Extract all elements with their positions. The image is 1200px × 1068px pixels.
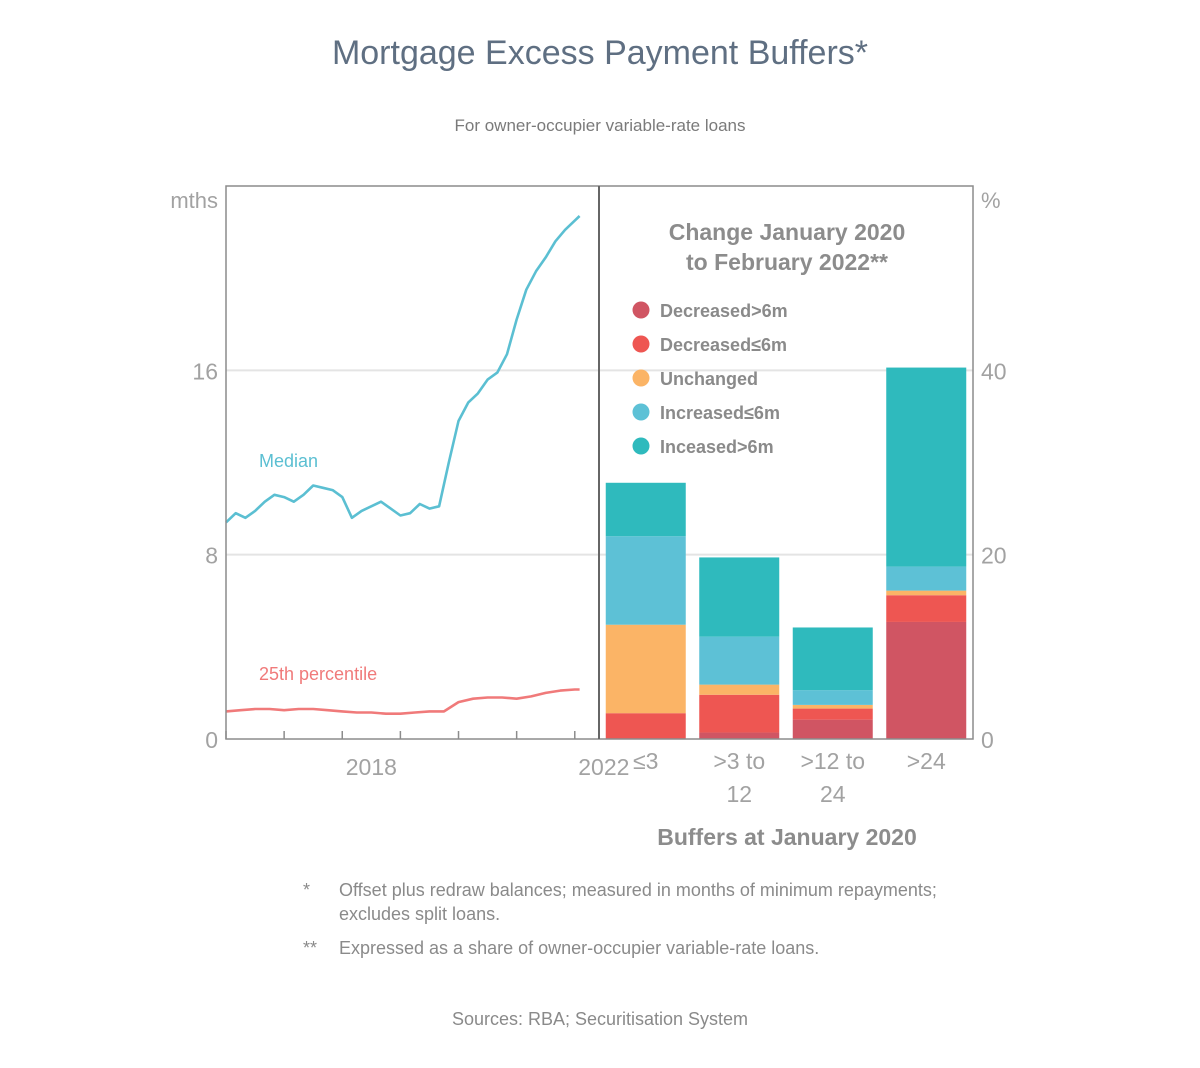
bar-unchanged-2 xyxy=(792,704,873,709)
sources: Sources: RBA; Securitisation System xyxy=(451,1009,749,1029)
bar-unchanged-1 xyxy=(699,684,780,695)
category-label-0-0: ≤3 xyxy=(633,748,658,774)
bar-unchanged-3 xyxy=(886,590,967,596)
left-ytick-label-1: 8 xyxy=(205,543,218,569)
category-label-1-1: 12 xyxy=(726,781,752,807)
footnotes: * Offset plus redraw balances; measured … xyxy=(303,878,943,970)
category-label-2-0: >12 to xyxy=(800,748,865,774)
legend-marker-increased_gt6 xyxy=(632,437,650,455)
bar-increased_le6-2 xyxy=(792,690,873,705)
legend-marker-decreased_gt6 xyxy=(632,301,650,319)
legend-label-decreased_gt6: Decreased>6m xyxy=(660,301,788,321)
footnote-2-text: Expressed as a share of owner-occupier v… xyxy=(339,938,820,958)
legend-marker-increased_le6 xyxy=(632,403,650,421)
chart-subtitle: For owner-occupier variable-rate loans xyxy=(454,116,746,135)
legend-label-decreased_le6: Decreased≤6m xyxy=(660,335,787,355)
category-label-2-1: 24 xyxy=(820,781,846,807)
bar-increased_le6-3 xyxy=(886,566,967,591)
bar-increased_gt6-0 xyxy=(605,482,686,537)
bar-increased_le6-0 xyxy=(605,536,686,625)
bar-decreased_le6-1 xyxy=(699,694,780,733)
bar-decreased_gt6-1 xyxy=(699,732,780,739)
right-ytick-label-0: 0 xyxy=(981,727,994,753)
bar-xaxis-label: Buffers at January 2020 xyxy=(657,824,917,850)
bar-decreased_gt6-3 xyxy=(886,621,967,739)
bar-decreased_gt6-2 xyxy=(792,719,873,739)
bar-increased_le6-1 xyxy=(699,636,780,685)
right-ytick-label-1: 20 xyxy=(981,543,1007,569)
footnote-1-mark: * xyxy=(303,880,311,900)
legend-marker-decreased_le6 xyxy=(632,335,650,353)
bar-increased_gt6-3 xyxy=(886,367,967,567)
xtick-label-2018: 2018 xyxy=(346,754,397,780)
median-label: Median xyxy=(259,451,318,471)
bar-decreased_le6-3 xyxy=(886,595,967,622)
footnote-2: ** Expressed as a share of owner-occupie… xyxy=(303,936,943,960)
right-yaxis-unit: % xyxy=(981,188,1001,213)
footnote-1: * Offset plus redraw balances; measured … xyxy=(303,878,943,926)
p25-label: 25th percentile xyxy=(259,664,377,684)
category-label-1-0: >3 to xyxy=(713,748,765,774)
chart-title: Mortgage Excess Payment Buffers* xyxy=(331,34,869,72)
left-yaxis-unit: mths xyxy=(170,188,218,213)
footnote-1-text: Offset plus redraw balances; measured in… xyxy=(339,880,937,924)
right-ytick-label-2: 40 xyxy=(981,358,1007,384)
xtick-label-2022: 2022 xyxy=(578,754,629,780)
panel-title-line-0: Change January 2020 xyxy=(669,219,906,245)
legend-marker-unchanged xyxy=(632,369,650,387)
p25-line xyxy=(225,688,580,716)
left-ytick-label-2: 16 xyxy=(192,358,218,384)
bar-decreased_le6-0 xyxy=(605,713,686,739)
median-line xyxy=(225,215,581,524)
legend-label-increased_gt6: Inceased>6m xyxy=(660,437,774,457)
footnote-2-mark: ** xyxy=(303,938,318,958)
bar-unchanged-0 xyxy=(605,624,686,714)
legend-label-unchanged: Unchanged xyxy=(660,369,758,389)
chart-area: 0 8 16 mths 0 20 40% 2018 2022 Median 25th percent… xyxy=(170,185,1007,850)
category-label-3-0: >24 xyxy=(907,748,946,774)
left-ytick-label-0: 0 xyxy=(205,727,218,753)
bar-increased_gt6-1 xyxy=(699,557,780,637)
bar-increased_gt6-2 xyxy=(792,627,873,691)
panel-title-line-1: to February 2022** xyxy=(686,249,888,275)
legend-label-increased_le6: Increased≤6m xyxy=(660,403,780,423)
bar-decreased_le6-2 xyxy=(792,708,873,720)
